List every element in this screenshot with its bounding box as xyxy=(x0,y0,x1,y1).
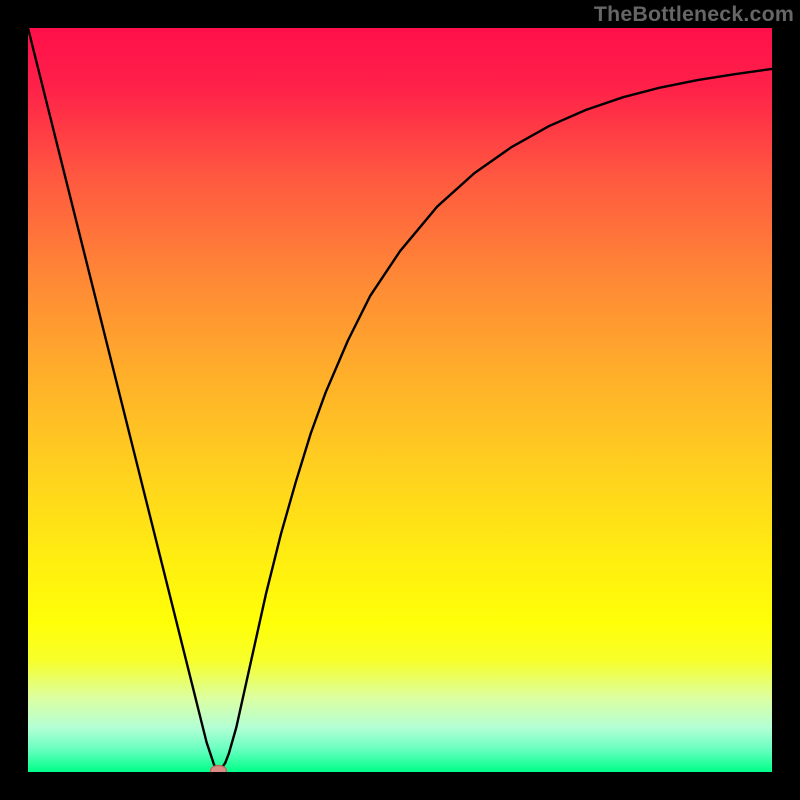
chart-frame: TheBottleneck.com xyxy=(0,0,800,800)
plot-area xyxy=(28,28,772,772)
watermark-label: TheBottleneck.com xyxy=(594,2,794,27)
optimal-point-marker xyxy=(210,766,226,772)
chart-svg xyxy=(28,28,772,772)
gradient-background xyxy=(28,28,772,772)
